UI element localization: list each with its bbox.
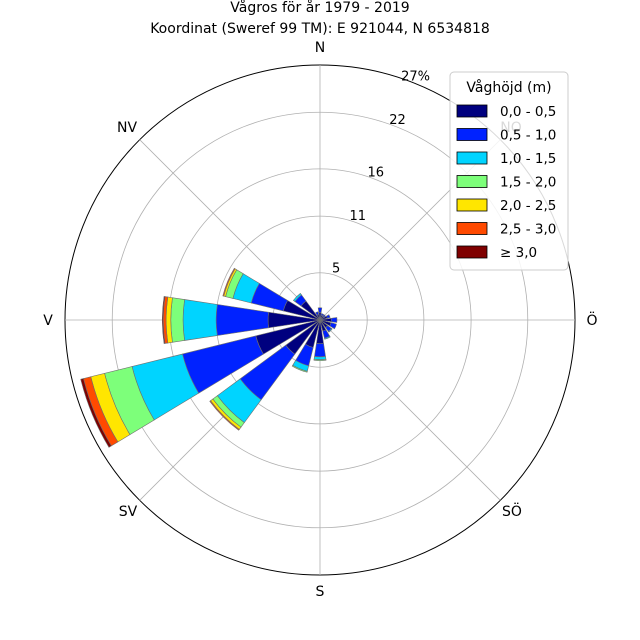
direction-label-o: Ö (586, 311, 597, 329)
legend-label-2: 1,0 - 1,5 (500, 151, 556, 167)
grid-spoke (319, 319, 501, 501)
chart-title: Vågros för år 1979 - 2019 (230, 0, 409, 16)
radial-tick-label: 11 (350, 209, 367, 224)
legend-swatch-5 (456, 222, 488, 235)
direction-label-s: S (316, 584, 325, 600)
bar-segment-dir0-bin1 (317, 307, 323, 313)
bar-segment-dir337.5-bin1 (315, 311, 320, 316)
direction-label-v: V (43, 313, 53, 329)
bar-segment-dir270-bin1 (215, 304, 269, 336)
bar-segment-dir315-bin2 (292, 292, 302, 302)
stacked-sector-bars (80, 267, 338, 448)
bar-segment-dir112.5-bin1 (329, 322, 337, 330)
legend-swatch-6 (456, 245, 488, 259)
bar-segment-dir90-bin1 (330, 317, 338, 323)
legend-swatch-2 (456, 151, 488, 165)
legend-frame (449, 71, 569, 271)
bar-segment-dir135-bin2 (327, 327, 333, 333)
bar-segment-dir247.5-bin6 (80, 378, 112, 448)
legend-label-0: 0,0 - 0,5 (500, 104, 556, 120)
bar-segment-dir292.5-bin5 (222, 267, 236, 297)
legend-swatch-4 (456, 198, 488, 212)
radial-tick-label: 16 (368, 165, 385, 180)
direction-label-so: SÖ (502, 502, 522, 520)
radial-tick-label: 22 (389, 113, 406, 128)
bar-segment-dir180-bin3 (313, 358, 327, 361)
direction-label-n: N (315, 40, 325, 56)
bar-segment-dir180-bin1 (314, 343, 326, 358)
legend-label-5: 2,5 - 3,0 (500, 222, 556, 238)
bar-segment-dir270-bin3 (170, 297, 185, 343)
polar-grid (64, 64, 576, 576)
radial-tick-labels: 5 11 16 22 27% (332, 69, 430, 276)
legend-title: Våghöjd (m) (466, 79, 551, 96)
legend-swatch-0 (456, 104, 488, 118)
bar-segment-dir225-bin5 (209, 400, 240, 431)
legend-label-3: 1,5 - 2,0 (500, 175, 556, 191)
chart-subtitle: Koordinat (Sweref 99 TM): E 921044, N 65… (150, 21, 490, 37)
radial-tick-label: 5 (332, 261, 340, 276)
legend: Våghöjd (m) 0,0 - 0,5 0,5 - 1,0 1,0 - 1,5 1… (449, 71, 569, 271)
direction-label-sv: SV (119, 504, 138, 520)
bar-segment-dir202.5-bin3 (291, 364, 308, 373)
bar-segment-dir157.5-bin2 (324, 335, 331, 340)
grid-spoke (139, 139, 321, 321)
bar-segment-dir270-bin6 (162, 296, 166, 344)
legend-items: 0,0 - 0,5 0,5 - 1,0 1,0 - 1,5 1,5 - 2,0 2,0 … (456, 104, 556, 261)
legend-label-6: ≥ 3,0 (500, 245, 537, 261)
bar-segment-dir22.5-bin1 (320, 313, 324, 317)
direction-label-nv: NV (117, 120, 137, 136)
legend-label-4: 2,0 - 2,5 (500, 198, 556, 214)
bar-segment-dir45-bin1 (322, 314, 326, 318)
radial-tick-label: 27% (401, 69, 430, 84)
legend-swatch-3 (456, 175, 488, 188)
bar-segment-dir67.5-bin1 (326, 314, 331, 319)
legend-label-1: 0,5 - 1,0 (500, 128, 556, 144)
legend-swatch-1 (456, 128, 488, 141)
bar-segment-dir270-bin2 (182, 299, 218, 341)
